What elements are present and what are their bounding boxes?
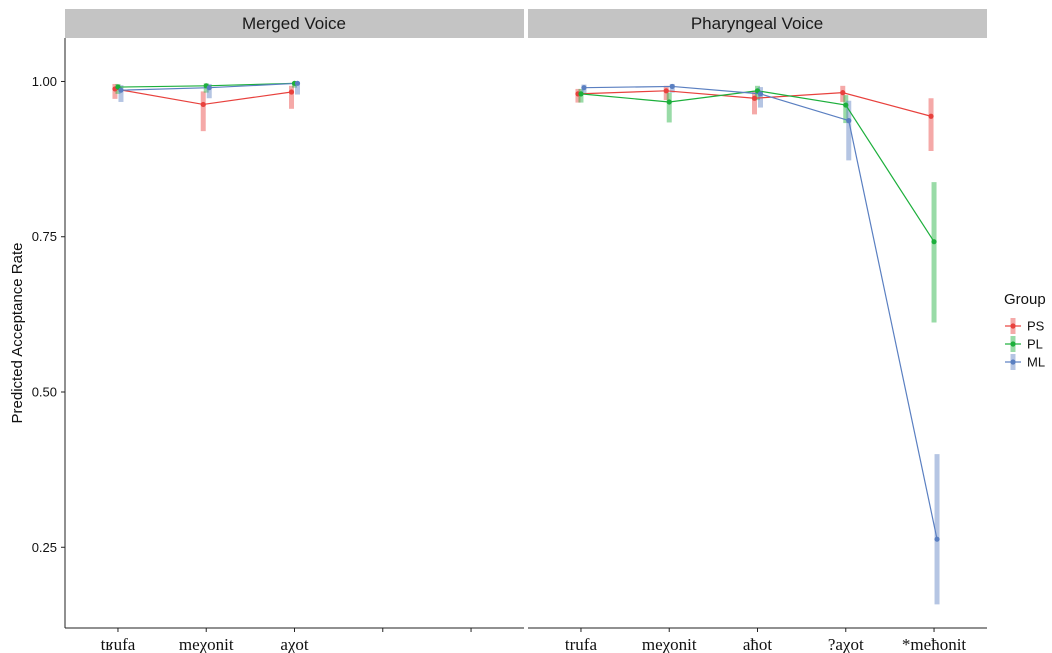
legend-key-point — [1010, 323, 1016, 329]
legend-item-ps: PS — [1005, 318, 1045, 334]
legend-label: PL — [1027, 337, 1043, 352]
panel-pharyngeal-voice: Pharyngeal Voice trufa meχonit aħot ?aχot *m… — [528, 9, 987, 653]
legend-item-pl: PL — [1005, 336, 1043, 352]
y-tick-label: 0.25 — [32, 540, 57, 555]
panel-title-pharyngeal-voice: Pharyngeal Voice — [691, 14, 823, 33]
data-point-ps — [840, 90, 846, 96]
legend-title: Group — [1004, 291, 1046, 308]
strip-pharyngeal-voice — [528, 9, 987, 38]
y-tick-label: 0.75 — [32, 229, 57, 244]
x-tick-label: tʁufa — [101, 635, 136, 653]
series-line-pl — [580, 90, 935, 243]
panel-merged-voice: Merged Voice tʁufa meχonit aχot — [65, 9, 524, 653]
series-line-ml — [583, 85, 938, 540]
x-tick-label: meχonit — [642, 635, 697, 653]
x-tick-label: ?aχot — [828, 635, 864, 653]
y-tick-label: 0.50 — [32, 385, 57, 400]
data-point-ml — [934, 536, 940, 542]
data-point-ps — [751, 95, 758, 101]
data-point-pl — [578, 91, 584, 97]
data-point-pl — [931, 239, 937, 245]
data-point-ml — [206, 85, 212, 91]
data-point-ps — [288, 89, 295, 95]
legend-label: PS — [1027, 319, 1045, 334]
legend-key-point — [1010, 359, 1016, 365]
legend: Group PS PL ML — [1004, 291, 1046, 370]
panel-title-merged-voice: Merged Voice — [242, 14, 346, 33]
data-point-ps — [663, 88, 669, 94]
data-point-pl — [666, 99, 672, 105]
data-point-ml — [846, 118, 852, 124]
y-axis: 0.25 0.50 0.75 1.00 Predicted Acceptance Ra… — [9, 38, 66, 628]
data-point-ml — [118, 87, 124, 93]
data-point-ml — [294, 80, 301, 86]
data-point-pl — [843, 102, 849, 108]
legend-item-ml: ML — [1005, 354, 1045, 370]
data-point-ml — [581, 85, 587, 91]
data-point-ml — [669, 83, 675, 90]
x-tick-label: *meħonit — [902, 635, 966, 653]
x-tick-label: aħot — [743, 635, 773, 653]
legend-key-point — [1010, 341, 1016, 347]
y-axis-title: Predicted Acceptance Rate — [9, 243, 26, 424]
y-tick-label: 1.00 — [32, 74, 57, 89]
strip-merged-voice — [65, 9, 524, 38]
data-point-ml — [757, 91, 764, 97]
x-tick-label: meχonit — [179, 635, 234, 653]
data-point-ps — [200, 101, 206, 108]
data-point-ps — [928, 113, 934, 119]
x-tick-label: trufa — [565, 635, 598, 653]
legend-label: ML — [1027, 355, 1045, 370]
x-tick-label: aχot — [280, 635, 309, 653]
